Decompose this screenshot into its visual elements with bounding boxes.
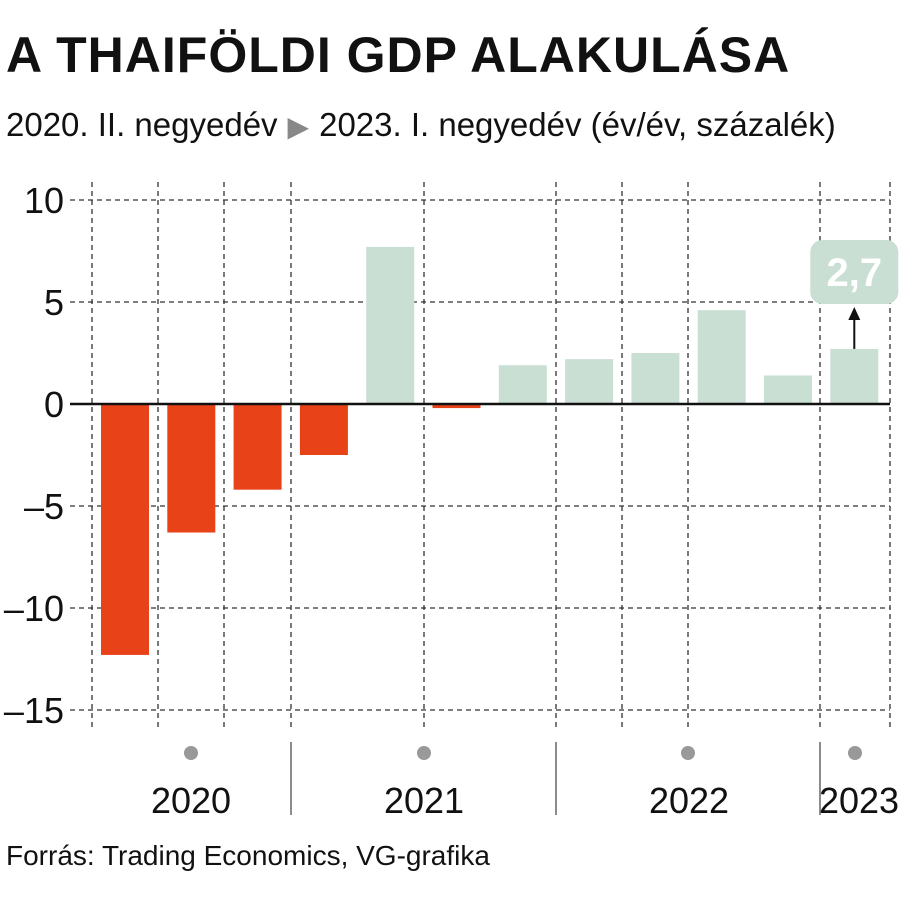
chart-subtitle: 2020. II. negyedév ▶ 2023. I. negyedév (év… bbox=[6, 108, 836, 141]
y-tick-label: –10 bbox=[4, 588, 64, 629]
bar bbox=[432, 404, 481, 409]
annotation-badge bbox=[810, 240, 899, 304]
bar bbox=[498, 365, 547, 404]
annotation-arrow-icon bbox=[848, 307, 861, 320]
bar bbox=[233, 404, 282, 490]
bar bbox=[167, 404, 216, 533]
bar bbox=[830, 348, 879, 404]
bar bbox=[764, 375, 812, 404]
annotation-label: 2,7 bbox=[826, 251, 882, 295]
y-tick-label: 5 bbox=[44, 282, 64, 323]
year-dot bbox=[417, 746, 431, 760]
y-tick-label: 0 bbox=[44, 384, 64, 425]
source-note: Forrás: Trading Economics, VG-grafika bbox=[6, 840, 490, 871]
play-arrow-icon: ▶ bbox=[287, 111, 310, 142]
bar bbox=[697, 310, 746, 404]
year-dot bbox=[681, 746, 695, 760]
year-label: 2020 bbox=[151, 780, 231, 821]
y-tick-label: –5 bbox=[24, 486, 64, 527]
subtitle-end: 2023. I. negyedév (év/év, százalék) bbox=[319, 106, 836, 143]
bar bbox=[366, 246, 415, 404]
bar bbox=[565, 359, 614, 404]
bar bbox=[299, 404, 348, 455]
year-label: 2021 bbox=[384, 780, 464, 821]
year-label: 2022 bbox=[649, 780, 729, 821]
year-label: 2023 bbox=[819, 780, 899, 821]
bar bbox=[101, 404, 149, 655]
year-dot bbox=[848, 746, 862, 760]
bar bbox=[631, 353, 680, 404]
chart-title: A THAIFÖLDI GDP ALAKULÁSA bbox=[6, 27, 791, 83]
year-dot bbox=[184, 746, 198, 760]
subtitle-start: 2020. II. negyedév bbox=[6, 106, 278, 143]
y-tick-label: 10 bbox=[24, 180, 64, 221]
y-tick-label: –15 bbox=[4, 690, 64, 731]
